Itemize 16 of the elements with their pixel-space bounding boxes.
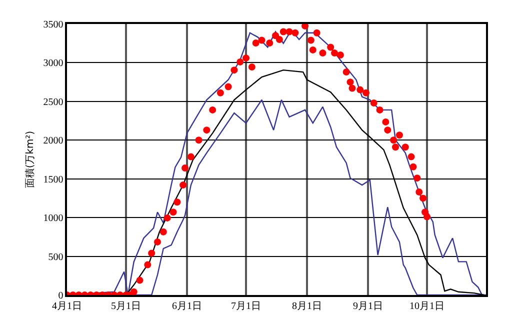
y-tick-label: 500 [48,252,64,263]
y-tick-label: 2000 [43,136,64,147]
y-tick-label: 2500 [43,96,64,108]
x-tick-label: 10月1日 [409,300,444,312]
y-tick-label: 1500 [43,174,64,186]
x-tick-label: 6月1日 [172,300,202,312]
x-tick-label: 4月1日 [52,300,82,312]
x-tick-label: 8月1日 [292,300,322,312]
x-tick-label: 7月1日 [231,300,262,312]
x-tick-label: 5月1日 [111,300,142,312]
y-tick-label: 1000 [43,213,64,224]
x-tick-label: 9月1日 [352,300,383,312]
y-tick-label: 3500 [43,20,64,30]
y-tick-label: 0 [58,290,64,302]
y-tick-label: 3000 [43,58,64,70]
y-axis-title: 面積(万km²) [24,130,36,188]
